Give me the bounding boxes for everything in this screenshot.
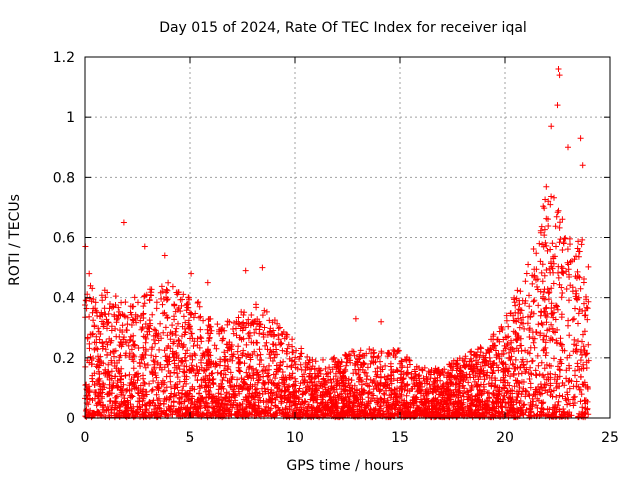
x-tick-label: 5 [186,430,195,446]
points-layer [82,66,592,421]
scatter-points [82,66,592,421]
x-tick-label: 20 [496,430,514,446]
tick-labels-layer: 0 0.2 0.4 0.6 0.8 1 1.2 0 5 10 15 20 25 [53,50,619,446]
grid-layer [85,57,610,418]
y-tick-label: 0.4 [53,291,75,307]
y-tick-label: 0.6 [53,231,75,247]
x-tick-label: 15 [391,430,409,446]
chart-title: Day 015 of 2024, Rate Of TEC Index for r… [159,20,527,36]
y-tick-label: 1.2 [53,50,75,66]
y-axis-label: ROTI / TECUs [7,194,23,286]
ticks-layer [84,56,611,419]
y-tick-label: 1 [66,110,75,126]
x-axis-label: GPS time / hours [286,458,403,474]
x-tick-label: 0 [81,430,90,446]
x-tick-label: 25 [601,430,619,446]
x-tick-label: 10 [286,430,304,446]
y-tick-label: 0 [66,411,75,427]
y-tick-label: 0.2 [53,351,75,367]
y-tick-label: 0.8 [53,170,75,186]
